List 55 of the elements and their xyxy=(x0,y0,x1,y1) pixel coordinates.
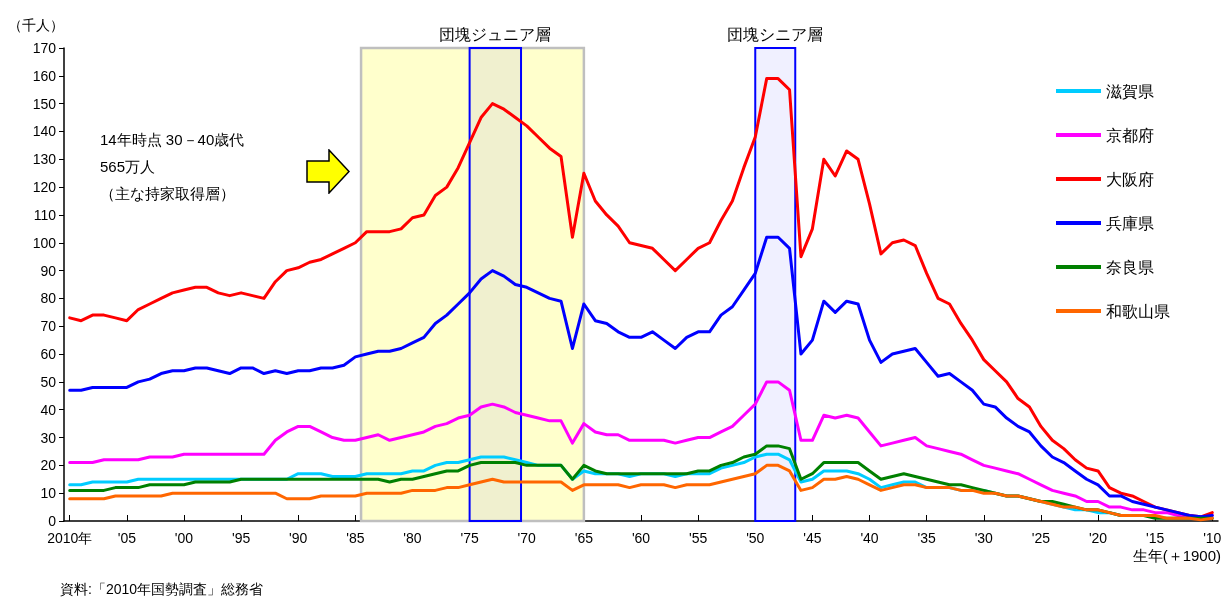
x-tick-label: '10 xyxy=(1203,530,1222,546)
y-tick-label: 120 xyxy=(32,179,57,196)
y-tick-label: 30 xyxy=(40,429,57,446)
x-tick-label: '45 xyxy=(803,530,822,546)
x-tick-label: '80 xyxy=(403,530,422,546)
y-tick-label: 10 xyxy=(40,485,57,502)
x-tick-label: '15 xyxy=(1146,530,1165,546)
line-series xyxy=(68,235,1214,519)
y-tick-label: 140 xyxy=(32,123,57,140)
x-tick-label: '60 xyxy=(631,530,651,546)
line-series xyxy=(68,463,1214,522)
x-tick-label: '35 xyxy=(917,530,936,546)
y-axis-title: （千人） xyxy=(8,17,64,33)
annotation: （主な持家取得層） xyxy=(100,185,235,202)
y-tick-label: 110 xyxy=(33,206,57,223)
x-tick-label: '55 xyxy=(689,530,708,546)
x-tick-label: '95 xyxy=(231,530,251,546)
y-tick-label: 0 xyxy=(48,513,57,529)
x-tick-label: '50 xyxy=(746,530,765,546)
y-tick-label: 150 xyxy=(32,95,57,112)
x-tick-label: '00 xyxy=(174,530,194,546)
x-tick-label: '70 xyxy=(517,530,537,546)
y-tick-label: 70 xyxy=(40,318,57,335)
x-tick-label: '90 xyxy=(289,530,308,546)
x-tick-label: '25 xyxy=(1031,530,1051,546)
y-tick-label: 20 xyxy=(40,457,57,474)
y-tick-label: 40 xyxy=(40,401,57,418)
legend-label: 京都府 xyxy=(1106,126,1154,144)
legend-label: 和歌山県 xyxy=(1106,302,1170,320)
y-tick-label: 50 xyxy=(40,373,57,390)
legend-label: 大阪府 xyxy=(1106,170,1154,188)
legend-label: 兵庫県 xyxy=(1106,214,1154,232)
y-tick-label: 130 xyxy=(32,151,57,168)
x-tick-label: '40 xyxy=(860,530,879,546)
y-tick-label: 170 xyxy=(32,40,57,56)
legend-label: 滋賀県 xyxy=(1106,82,1154,100)
y-tick-label: 100 xyxy=(32,234,57,251)
annotation: 14年時点 30－40歳代 xyxy=(100,131,245,148)
x-axis-title: 生年(＋1900) xyxy=(1132,547,1221,564)
x-tick-label: '30 xyxy=(974,530,994,546)
y-tick-label: 80 xyxy=(40,290,57,307)
x-tick-label: '85 xyxy=(346,530,365,546)
x-tick-label: '65 xyxy=(574,530,594,546)
band-label: 団塊シニア層 xyxy=(727,25,824,43)
y-tick-label: 90 xyxy=(40,262,57,279)
x-tick-label: 2010年 xyxy=(47,530,93,546)
x-tick-label: '20 xyxy=(1088,530,1108,546)
legend-label: 奈良県 xyxy=(1106,258,1154,276)
text: 資料:「2010年国勢調査」総務省 xyxy=(60,581,264,597)
x-tick-label: '05 xyxy=(117,530,137,546)
annotation: 565万人 xyxy=(100,158,156,175)
y-tick-label: 160 xyxy=(32,67,57,84)
y-tick-label: 60 xyxy=(40,346,57,363)
band-label: 団塊ジュニア層 xyxy=(439,25,552,43)
x-tick-label: '75 xyxy=(460,530,479,546)
